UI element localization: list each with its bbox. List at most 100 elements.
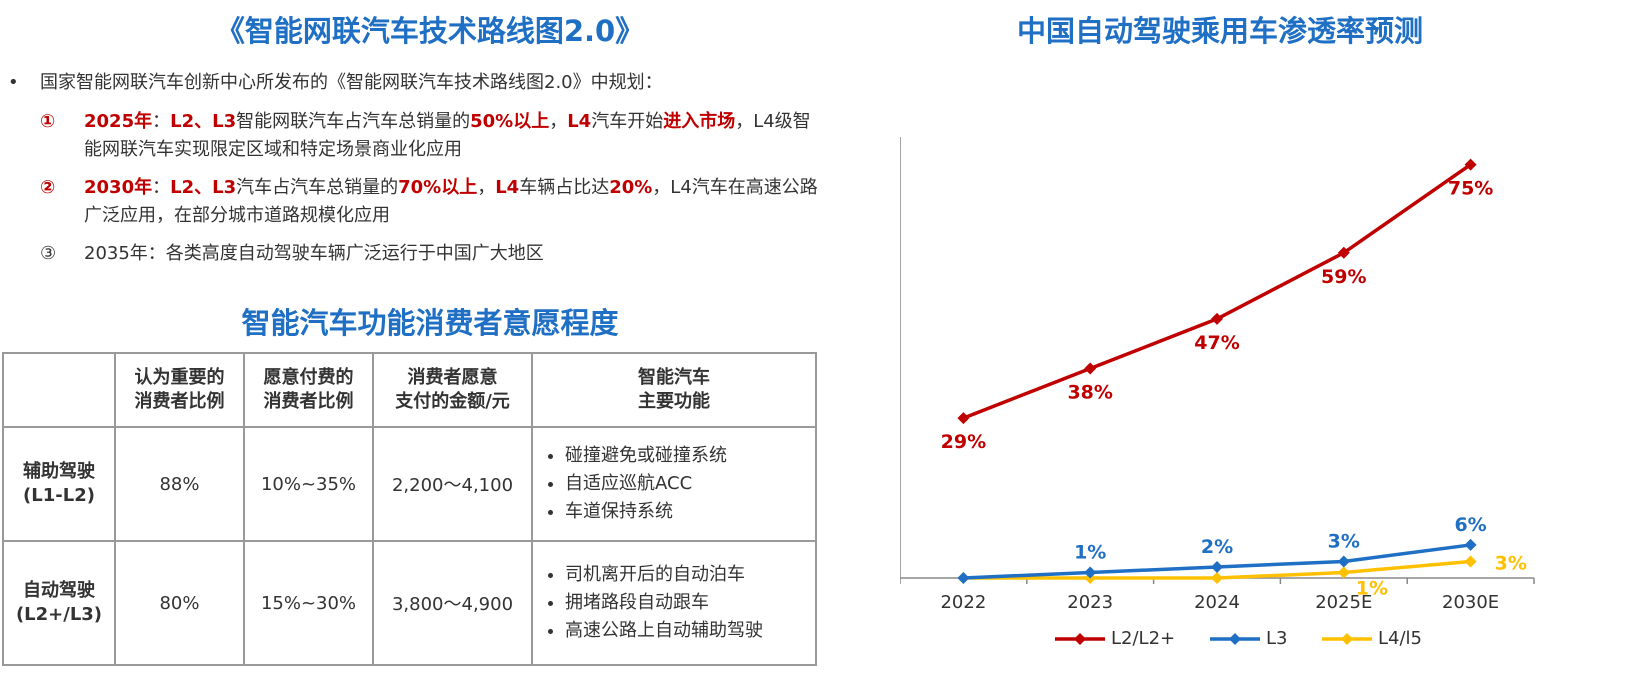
- table-header-cell: 消费者愿意 支付的金额/元: [372, 352, 533, 428]
- roadmap-item: ② 2030年：L2、L3汽车占汽车总销量的70%以上，L4车辆占比达20%，L4…: [40, 174, 820, 230]
- plain-text: 汽车占汽车总销量的: [236, 177, 399, 198]
- important-cell: 80%: [114, 540, 245, 666]
- highlight-text: 70%以上: [398, 177, 478, 198]
- roadmap-item: ① 2025年：L2、L3智能网联汽车占汽车总销量的50%以上，L4汽车开始进入市…: [40, 108, 820, 164]
- table-header-cell: 智能汽车 主要功能: [531, 352, 817, 428]
- data-point: [1211, 572, 1223, 584]
- table-row: 辅助驾驶(L1-L2) 88% 10%~35% 2,200～4,100 碰撞避免…: [2, 426, 817, 542]
- plain-text: ，: [477, 177, 496, 198]
- highlight-text: 2030年: [84, 177, 153, 198]
- table-header-cell: 愿意付费的 消费者比例: [243, 352, 374, 428]
- legend-item: L3: [1210, 628, 1287, 649]
- plain-text: 2035年：各类高度自动驾驶车辆广泛运行于中国广大地区: [84, 243, 544, 264]
- highlight-text: 20%: [609, 177, 653, 198]
- roadmap-title: 《智能网联汽车技术路线图2.0》: [215, 14, 645, 48]
- legend-item: L2/L2+: [1055, 628, 1175, 649]
- highlight-text: 2025年: [84, 111, 153, 132]
- data-label: 59%: [1321, 266, 1366, 288]
- feature-item: 拥堵路段自动跟车: [565, 589, 814, 617]
- data-label: 47%: [1194, 332, 1239, 354]
- data-point: [1084, 566, 1097, 579]
- row-name-cell: 辅助驾驶 (L1-L2): [2, 426, 116, 542]
- data-point: [1464, 538, 1477, 551]
- data-label: 75%: [1448, 178, 1493, 200]
- legend-swatch-icon: [1210, 632, 1260, 645]
- data-label: 1%: [1074, 541, 1106, 563]
- highlight-text: 50%以上: [470, 111, 550, 132]
- data-point: [957, 412, 970, 425]
- item-text: 2030年：L2、L3汽车占汽车总销量的70%以上，L4车辆占比达20%，L4汽…: [84, 174, 820, 230]
- table-title: 智能汽车功能消费者意愿程度: [241, 306, 619, 340]
- table-row: 自动驾驶(L2+/L3) 80% 15%~30% 3,800～4,900 司机离…: [2, 540, 817, 666]
- x-tick-label: 2022: [940, 592, 986, 613]
- highlight-text: L2、L3: [170, 111, 237, 132]
- plain-text: ，: [549, 111, 568, 132]
- data-point: [1084, 362, 1097, 375]
- data-point: [1337, 555, 1350, 568]
- data-point: [957, 572, 970, 584]
- plain-text: 智能网联汽车占汽车总销量的: [236, 111, 471, 132]
- x-tick-label: 2024: [1194, 592, 1240, 613]
- table-header-row: 认为重要的 消费者比例 愿意付费的 消费者比例 消费者愿意 支付的金额/元 智能汽车主…: [2, 352, 817, 428]
- consumer-willingness-table: 认为重要的 消费者比例 愿意付费的 消费者比例 消费者愿意 支付的金额/元 智能汽车主…: [2, 352, 817, 666]
- legend-marker: [1341, 632, 1353, 645]
- plain-text: ，L4级智能网联汽车实现限定区域和特定场景商业化应用: [84, 111, 811, 160]
- features-cell: 碰撞避免或碰撞系统 自适应巡航ACC 车道保持系统: [531, 426, 817, 542]
- data-point: [1464, 158, 1477, 171]
- penetration-line-chart: 0%10%20%30%40%50%60%70%80%20222023202420…: [900, 137, 1535, 613]
- intro-text: 国家智能网联汽车创新中心所发布的《智能网联汽车技术路线图2.0》中规划：: [40, 72, 663, 93]
- data-label: 3%: [1495, 552, 1527, 574]
- data-label: 38%: [1067, 382, 1112, 404]
- plain-text: 车辆占比达: [519, 177, 610, 198]
- item-number-mark: ③: [40, 243, 57, 264]
- pay-cell: 15%~30%: [243, 540, 374, 666]
- series-line: [962, 163, 1472, 420]
- data-point: [1464, 555, 1477, 568]
- pay-cell: 10%~35%: [243, 426, 374, 542]
- highlight-text: L4: [567, 111, 592, 132]
- feature-item: 车道保持系统: [565, 498, 814, 526]
- important-cell: 88%: [114, 426, 245, 542]
- x-tick-label: 2023: [1067, 592, 1113, 613]
- plain-text: ：: [152, 177, 171, 198]
- legend-swatch-icon: [1055, 632, 1105, 645]
- legend-marker: [1229, 632, 1241, 645]
- feature-item: 高速公路上自动辅助驾驶: [565, 617, 814, 645]
- plain-text: ：: [152, 111, 171, 132]
- data-point: [1337, 566, 1350, 579]
- item-text: 2025年：L2、L3智能网联汽车占汽车总销量的50%以上，L4汽车开始进入市场…: [84, 108, 820, 164]
- legend-label: L2/L2+: [1111, 628, 1176, 649]
- roadmap-item: ③ 2035年：各类高度自动驾驶车辆广泛运行于中国广大地区: [40, 240, 820, 268]
- amount-cell: 2,200～4,100: [372, 426, 533, 542]
- data-label: 29%: [941, 431, 986, 453]
- feature-item: 碰撞避免或碰撞系统: [565, 442, 814, 470]
- data-label: 1%: [1356, 577, 1388, 599]
- table-header-cell: [2, 352, 116, 428]
- data-label: 6%: [1454, 514, 1486, 536]
- x-tick-label: 2030E: [1442, 592, 1499, 613]
- data-point: [1211, 312, 1223, 325]
- legend-item: L4/l5: [1322, 628, 1422, 649]
- feature-item: 自适应巡航ACC: [565, 470, 814, 498]
- legend-marker: [1074, 632, 1086, 645]
- legend-swatch-icon: [1322, 632, 1372, 645]
- item-number-mark: ①: [40, 111, 56, 132]
- x-tick-label: 2025E: [1315, 592, 1372, 613]
- item-number-mark: ②: [40, 177, 56, 198]
- data-label: 3%: [1328, 530, 1360, 552]
- data-point: [1337, 246, 1350, 259]
- highlight-text: L4: [495, 177, 520, 198]
- data-label: 2%: [1201, 536, 1233, 558]
- plain-text: ，L4汽车在高速公路广泛应用，在部分城市道路规模化应用: [84, 177, 818, 226]
- highlight-text: 进入市场: [663, 111, 736, 132]
- highlight-text: L2、L3: [170, 177, 237, 198]
- item-text: 2035年：各类高度自动驾驶车辆广泛运行于中国广大地区: [84, 240, 820, 268]
- feature-item: 司机离开后的自动泊车: [565, 561, 814, 589]
- chart-title: 中国自动驾驶乘用车渗透率预测: [1016, 14, 1423, 48]
- bullet-dot-icon: •: [8, 72, 19, 93]
- intro-bullet: • 国家智能网联汽车创新中心所发布的《智能网联汽车技术路线图2.0》中规划：: [8, 68, 663, 94]
- row-name-cell: 自动驾驶 (L2+/L3): [2, 540, 116, 666]
- features-cell: 司机离开后的自动泊车 拥堵路段自动跟车 高速公路上自动辅助驾驶: [531, 540, 817, 666]
- legend-label: L3: [1266, 628, 1288, 649]
- amount-cell: 3,800～4,900: [372, 540, 533, 666]
